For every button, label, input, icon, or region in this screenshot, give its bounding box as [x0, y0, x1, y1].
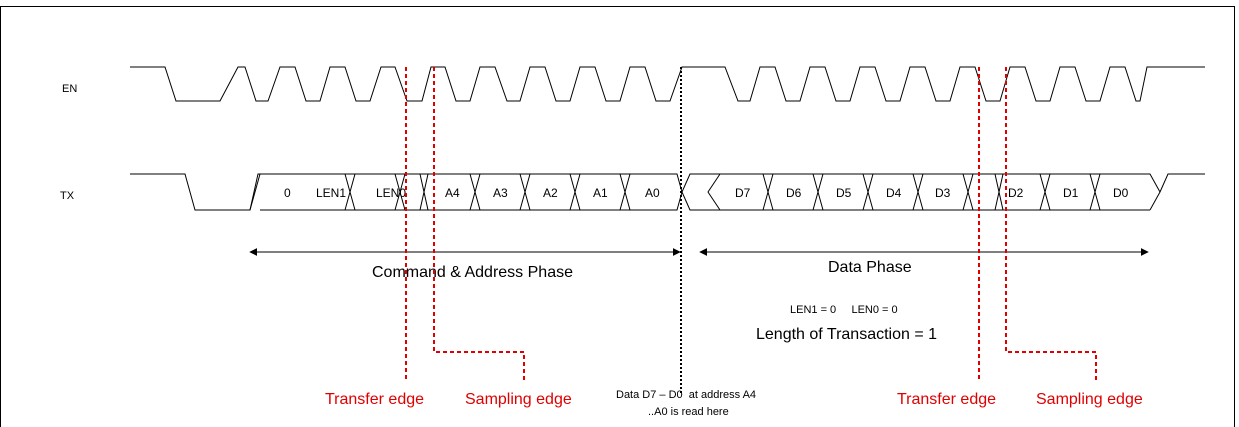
- read-note-line2: ..A0 is read here: [648, 406, 729, 418]
- command-phase-label: Command & Address Phase: [372, 264, 573, 281]
- bit-label: A4: [445, 186, 460, 200]
- bit-label: D6: [786, 186, 802, 200]
- bit-label: D2: [1008, 186, 1024, 200]
- bit-label: A0: [645, 186, 660, 200]
- tx-waveform: [130, 173, 1205, 211]
- tx-signal-label: TX: [60, 190, 75, 202]
- bit-label: LEN1: [316, 186, 346, 200]
- sampling-edge-label-left: Sampling edge: [465, 391, 572, 408]
- bit-label: 0: [284, 186, 291, 200]
- tx-bit-labels: 0 LEN1 LEN0 A4 A3 A2 A1 A0 D7 D6 D5 D4 D…: [284, 186, 1129, 200]
- length-of-transaction: Length of Transaction = 1: [756, 326, 937, 343]
- sampling-edge-marker-left: [433, 67, 525, 380]
- bit-label: D1: [1063, 186, 1079, 200]
- diagram-frame: [0, 6, 1235, 427]
- bit-label: D5: [836, 186, 852, 200]
- sampling-edge-marker-right: [1005, 67, 1097, 380]
- read-note-line1: Data D7 – D0 at address A4: [616, 389, 756, 401]
- bit-label: A2: [543, 186, 558, 200]
- data-phase-label: Data Phase: [828, 259, 912, 276]
- transfer-edge-label-right: Transfer edge: [897, 391, 996, 408]
- transfer-edge-label-left: Transfer edge: [325, 391, 424, 408]
- bit-label: LEN0: [376, 186, 406, 200]
- len-note: LEN1 = 0 LEN0 = 0: [790, 304, 898, 316]
- en-signal-label: EN: [62, 83, 77, 95]
- bit-label: D7: [735, 186, 751, 200]
- bit-label: A1: [593, 186, 608, 200]
- sampling-edge-label-right: Sampling edge: [1036, 391, 1143, 408]
- bit-label: D4: [886, 186, 902, 200]
- bit-label: A3: [493, 186, 508, 200]
- en-waveform: [130, 66, 1205, 102]
- bit-label: D3: [935, 186, 951, 200]
- bit-label: D0: [1113, 186, 1129, 200]
